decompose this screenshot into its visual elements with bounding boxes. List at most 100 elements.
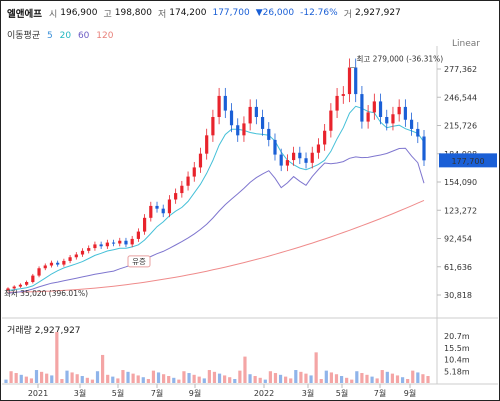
volume-tick-label: 5.18m — [444, 367, 470, 376]
price-tick-label: 154,090 — [444, 178, 477, 187]
time-tick-label: 3월 — [302, 388, 314, 398]
volume-bar — [90, 379, 95, 383]
high-annotation: 최고 279,000 (-36.31%) — [356, 53, 443, 63]
volume-bar — [45, 373, 49, 383]
volume-bar — [339, 376, 344, 383]
volume-bar — [406, 379, 410, 383]
candle-body — [329, 110, 333, 131]
current-price-label: 177,700 — [451, 157, 484, 166]
volume-bar — [421, 374, 425, 383]
candle-body — [217, 95, 221, 117]
volume-bar — [243, 356, 247, 383]
candle-body — [149, 205, 153, 218]
volume-bar — [278, 374, 283, 383]
volume-bar — [329, 372, 333, 383]
volume-bar — [395, 375, 400, 383]
volume-bar — [75, 374, 79, 383]
volume-label: 거 — [343, 9, 352, 20]
candle-body — [242, 123, 246, 136]
volume-bar — [162, 374, 166, 383]
candle-body — [229, 110, 234, 126]
scale-toggle[interactable]: Linear — [452, 39, 480, 49]
low-label: 저 — [157, 9, 167, 20]
candle-body — [310, 152, 314, 163]
volume-bar — [390, 373, 395, 383]
volume-bar — [131, 373, 135, 383]
price-tick-label: 92,454 — [444, 235, 472, 244]
candle-body — [25, 281, 29, 285]
candle-body — [316, 144, 321, 153]
candle-body — [43, 265, 47, 269]
volume-bar — [238, 370, 242, 383]
candle-body — [161, 208, 165, 214]
volume-bar — [258, 377, 262, 383]
volume-bar — [217, 373, 222, 383]
volume-bar — [106, 374, 110, 383]
volume-bar — [268, 371, 272, 383]
candle-body — [6, 288, 10, 291]
current-price-badge — [439, 153, 497, 168]
volume-bar — [248, 374, 252, 383]
change-percent: -12.76% — [300, 8, 338, 18]
volume-bar — [187, 373, 191, 383]
ma-120[interactable]: 120 — [96, 31, 114, 41]
candle-body — [142, 217, 147, 232]
candle-body — [285, 160, 290, 166]
volume-bar — [9, 371, 13, 383]
candle-body — [298, 152, 302, 159]
candle-body — [180, 185, 184, 194]
time-tick-label: 2022 — [254, 389, 274, 398]
candle-body — [192, 167, 196, 177]
open-label: 시 — [48, 9, 58, 20]
volume-bar — [400, 377, 405, 383]
candle-body — [267, 128, 271, 140]
candle-body — [409, 119, 414, 129]
candle-body — [37, 268, 41, 276]
low-value: 174,200 — [169, 8, 207, 18]
time-tick-label: 3월 — [74, 388, 86, 398]
candle-body — [205, 135, 209, 154]
candle-body — [93, 244, 97, 249]
candle-body — [354, 67, 358, 95]
ma-20[interactable]: 20 — [59, 31, 72, 41]
candle-body — [360, 94, 364, 122]
candle-body — [68, 257, 72, 261]
volume-bar — [360, 373, 364, 383]
time-tick-label: 5월 — [336, 388, 348, 398]
volume-bar — [182, 371, 186, 383]
moving-average-legend[interactable]: 이동평균 5 20 60 120 — [7, 28, 117, 41]
candle-body — [335, 95, 339, 111]
candle-body — [136, 231, 140, 239]
volume-bar — [350, 379, 354, 383]
ma-5[interactable]: 5 — [47, 31, 53, 41]
volume-bar — [80, 376, 84, 383]
volume-tick-label: 15.5m — [444, 344, 470, 353]
price-header: 엘앤에프 시 196,900 고 198,800 저 174,200 177,7… — [7, 6, 407, 20]
stock-name: 엘앤에프 — [7, 9, 42, 20]
volume-bar — [314, 352, 318, 383]
volume-bar — [24, 376, 28, 383]
volume-bar — [202, 378, 206, 383]
volume-panel-title: 거래량 2,927,927 — [7, 323, 81, 336]
candle-body — [422, 136, 426, 161]
candle-body — [49, 262, 54, 266]
candle-body — [74, 254, 78, 258]
price-tick-label: 61,636 — [444, 263, 472, 272]
volume-bar — [370, 376, 374, 383]
time-tick-label: 9월 — [189, 388, 201, 398]
ma-60[interactable]: 60 — [77, 31, 90, 41]
volume-bar — [319, 379, 323, 383]
volume-bar — [223, 375, 227, 383]
volume-bar — [289, 378, 293, 383]
candle-body — [397, 106, 401, 115]
moving-average-label: 이동평균 — [7, 31, 41, 41]
candle-body — [260, 116, 265, 129]
volume-bar — [192, 374, 196, 383]
price-tick-label: 123,272 — [444, 206, 477, 215]
candle-body — [223, 95, 227, 111]
volume-bar — [151, 370, 156, 383]
volume-panel-value: 2,927,927 — [34, 326, 81, 336]
volume-bar — [101, 354, 105, 383]
change-value: ▼26,000 — [255, 8, 295, 18]
